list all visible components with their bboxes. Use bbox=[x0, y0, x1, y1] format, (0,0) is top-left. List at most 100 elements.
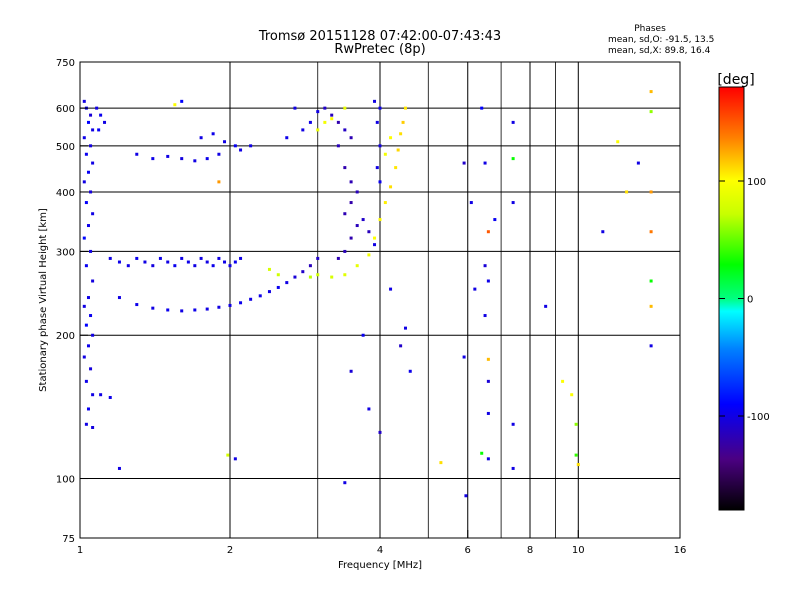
stats-line-x: mean, sd,X: 89.8, 16.4 bbox=[608, 46, 711, 56]
data-point bbox=[91, 161, 95, 165]
data-point bbox=[373, 236, 377, 240]
data-point bbox=[249, 144, 253, 148]
data-point bbox=[84, 422, 88, 426]
data-point bbox=[649, 279, 653, 283]
data-point bbox=[649, 304, 653, 308]
data-point bbox=[151, 306, 155, 310]
data-point bbox=[373, 99, 377, 103]
data-point bbox=[108, 256, 112, 260]
colorbar-ticks: -100 0 100 bbox=[719, 177, 770, 423]
data-point bbox=[355, 190, 359, 194]
data-point bbox=[511, 201, 515, 205]
data-point bbox=[103, 120, 107, 124]
data-point bbox=[84, 201, 88, 205]
data-point bbox=[276, 273, 280, 277]
data-point bbox=[86, 120, 90, 124]
y-axis-label: Stationary phase Virtual Height [km] bbox=[38, 208, 49, 392]
data-point bbox=[464, 494, 468, 498]
data-point bbox=[383, 152, 387, 156]
data-point bbox=[226, 453, 230, 457]
data-point bbox=[462, 355, 466, 359]
data-point bbox=[343, 212, 347, 216]
data-point bbox=[89, 113, 93, 117]
data-point bbox=[108, 395, 112, 399]
data-point bbox=[180, 157, 184, 161]
data-point bbox=[649, 90, 653, 94]
data-point bbox=[401, 120, 405, 124]
data-point bbox=[486, 230, 490, 234]
data-point bbox=[217, 152, 221, 156]
data-point bbox=[480, 451, 484, 455]
data-point bbox=[486, 457, 490, 461]
data-point bbox=[336, 256, 340, 260]
data-point bbox=[323, 106, 327, 110]
y-tick-label: 500 bbox=[56, 142, 75, 153]
data-point bbox=[143, 260, 147, 264]
data-point bbox=[173, 264, 177, 268]
data-point bbox=[493, 218, 497, 222]
data-point bbox=[399, 132, 403, 136]
data-point bbox=[574, 422, 578, 426]
data-point bbox=[89, 190, 93, 194]
data-point bbox=[469, 201, 473, 205]
data-point bbox=[378, 144, 382, 148]
x-axis-label: Frequency [MHz] bbox=[338, 560, 422, 571]
data-point bbox=[173, 103, 177, 107]
data-point bbox=[151, 264, 155, 268]
data-point bbox=[211, 264, 215, 268]
data-point bbox=[330, 117, 334, 121]
data-point bbox=[82, 99, 86, 103]
data-point bbox=[82, 355, 86, 359]
data-point bbox=[166, 260, 170, 264]
data-point bbox=[616, 140, 620, 144]
data-point bbox=[361, 333, 365, 337]
data-point bbox=[511, 422, 515, 426]
data-point bbox=[378, 430, 382, 434]
data-point bbox=[82, 304, 86, 308]
data-point bbox=[84, 264, 88, 268]
data-point bbox=[285, 281, 289, 285]
y-axis: 75 100 200 300 400 500 600 750 bbox=[56, 58, 88, 545]
data-point bbox=[91, 393, 95, 397]
data-point bbox=[86, 224, 90, 228]
data-point bbox=[301, 270, 305, 274]
data-point bbox=[99, 113, 103, 117]
y-tick-label: 200 bbox=[56, 331, 75, 342]
data-point bbox=[574, 453, 578, 457]
data-point bbox=[86, 296, 90, 300]
data-point bbox=[375, 166, 379, 170]
data-point bbox=[223, 140, 227, 144]
data-point bbox=[95, 106, 99, 110]
data-point bbox=[180, 256, 184, 260]
data-point bbox=[483, 264, 487, 268]
data-point bbox=[193, 308, 197, 312]
data-point bbox=[486, 279, 490, 283]
data-point bbox=[84, 379, 88, 383]
data-point bbox=[205, 157, 209, 161]
data-point bbox=[403, 326, 407, 330]
data-point bbox=[117, 260, 121, 264]
data-point bbox=[343, 166, 347, 170]
data-point bbox=[396, 148, 400, 152]
data-point bbox=[473, 287, 477, 291]
y-tick-label: 400 bbox=[56, 188, 75, 199]
data-point bbox=[308, 264, 312, 268]
data-point bbox=[228, 303, 232, 307]
data-point bbox=[343, 106, 347, 110]
data-point bbox=[343, 128, 347, 132]
data-point bbox=[239, 256, 243, 260]
data-point bbox=[439, 461, 443, 465]
data-point bbox=[511, 157, 515, 161]
stats-line-o: mean, sd,O: -91.5, 13.5 bbox=[608, 35, 714, 45]
data-point bbox=[135, 152, 139, 156]
data-point bbox=[193, 159, 197, 163]
data-point bbox=[293, 275, 297, 279]
data-point bbox=[378, 180, 382, 184]
data-point bbox=[486, 379, 490, 383]
data-point bbox=[89, 367, 93, 371]
data-point bbox=[301, 128, 305, 132]
data-point bbox=[117, 466, 121, 470]
data-point bbox=[649, 344, 653, 348]
data-point bbox=[378, 106, 382, 110]
data-point bbox=[97, 128, 101, 132]
